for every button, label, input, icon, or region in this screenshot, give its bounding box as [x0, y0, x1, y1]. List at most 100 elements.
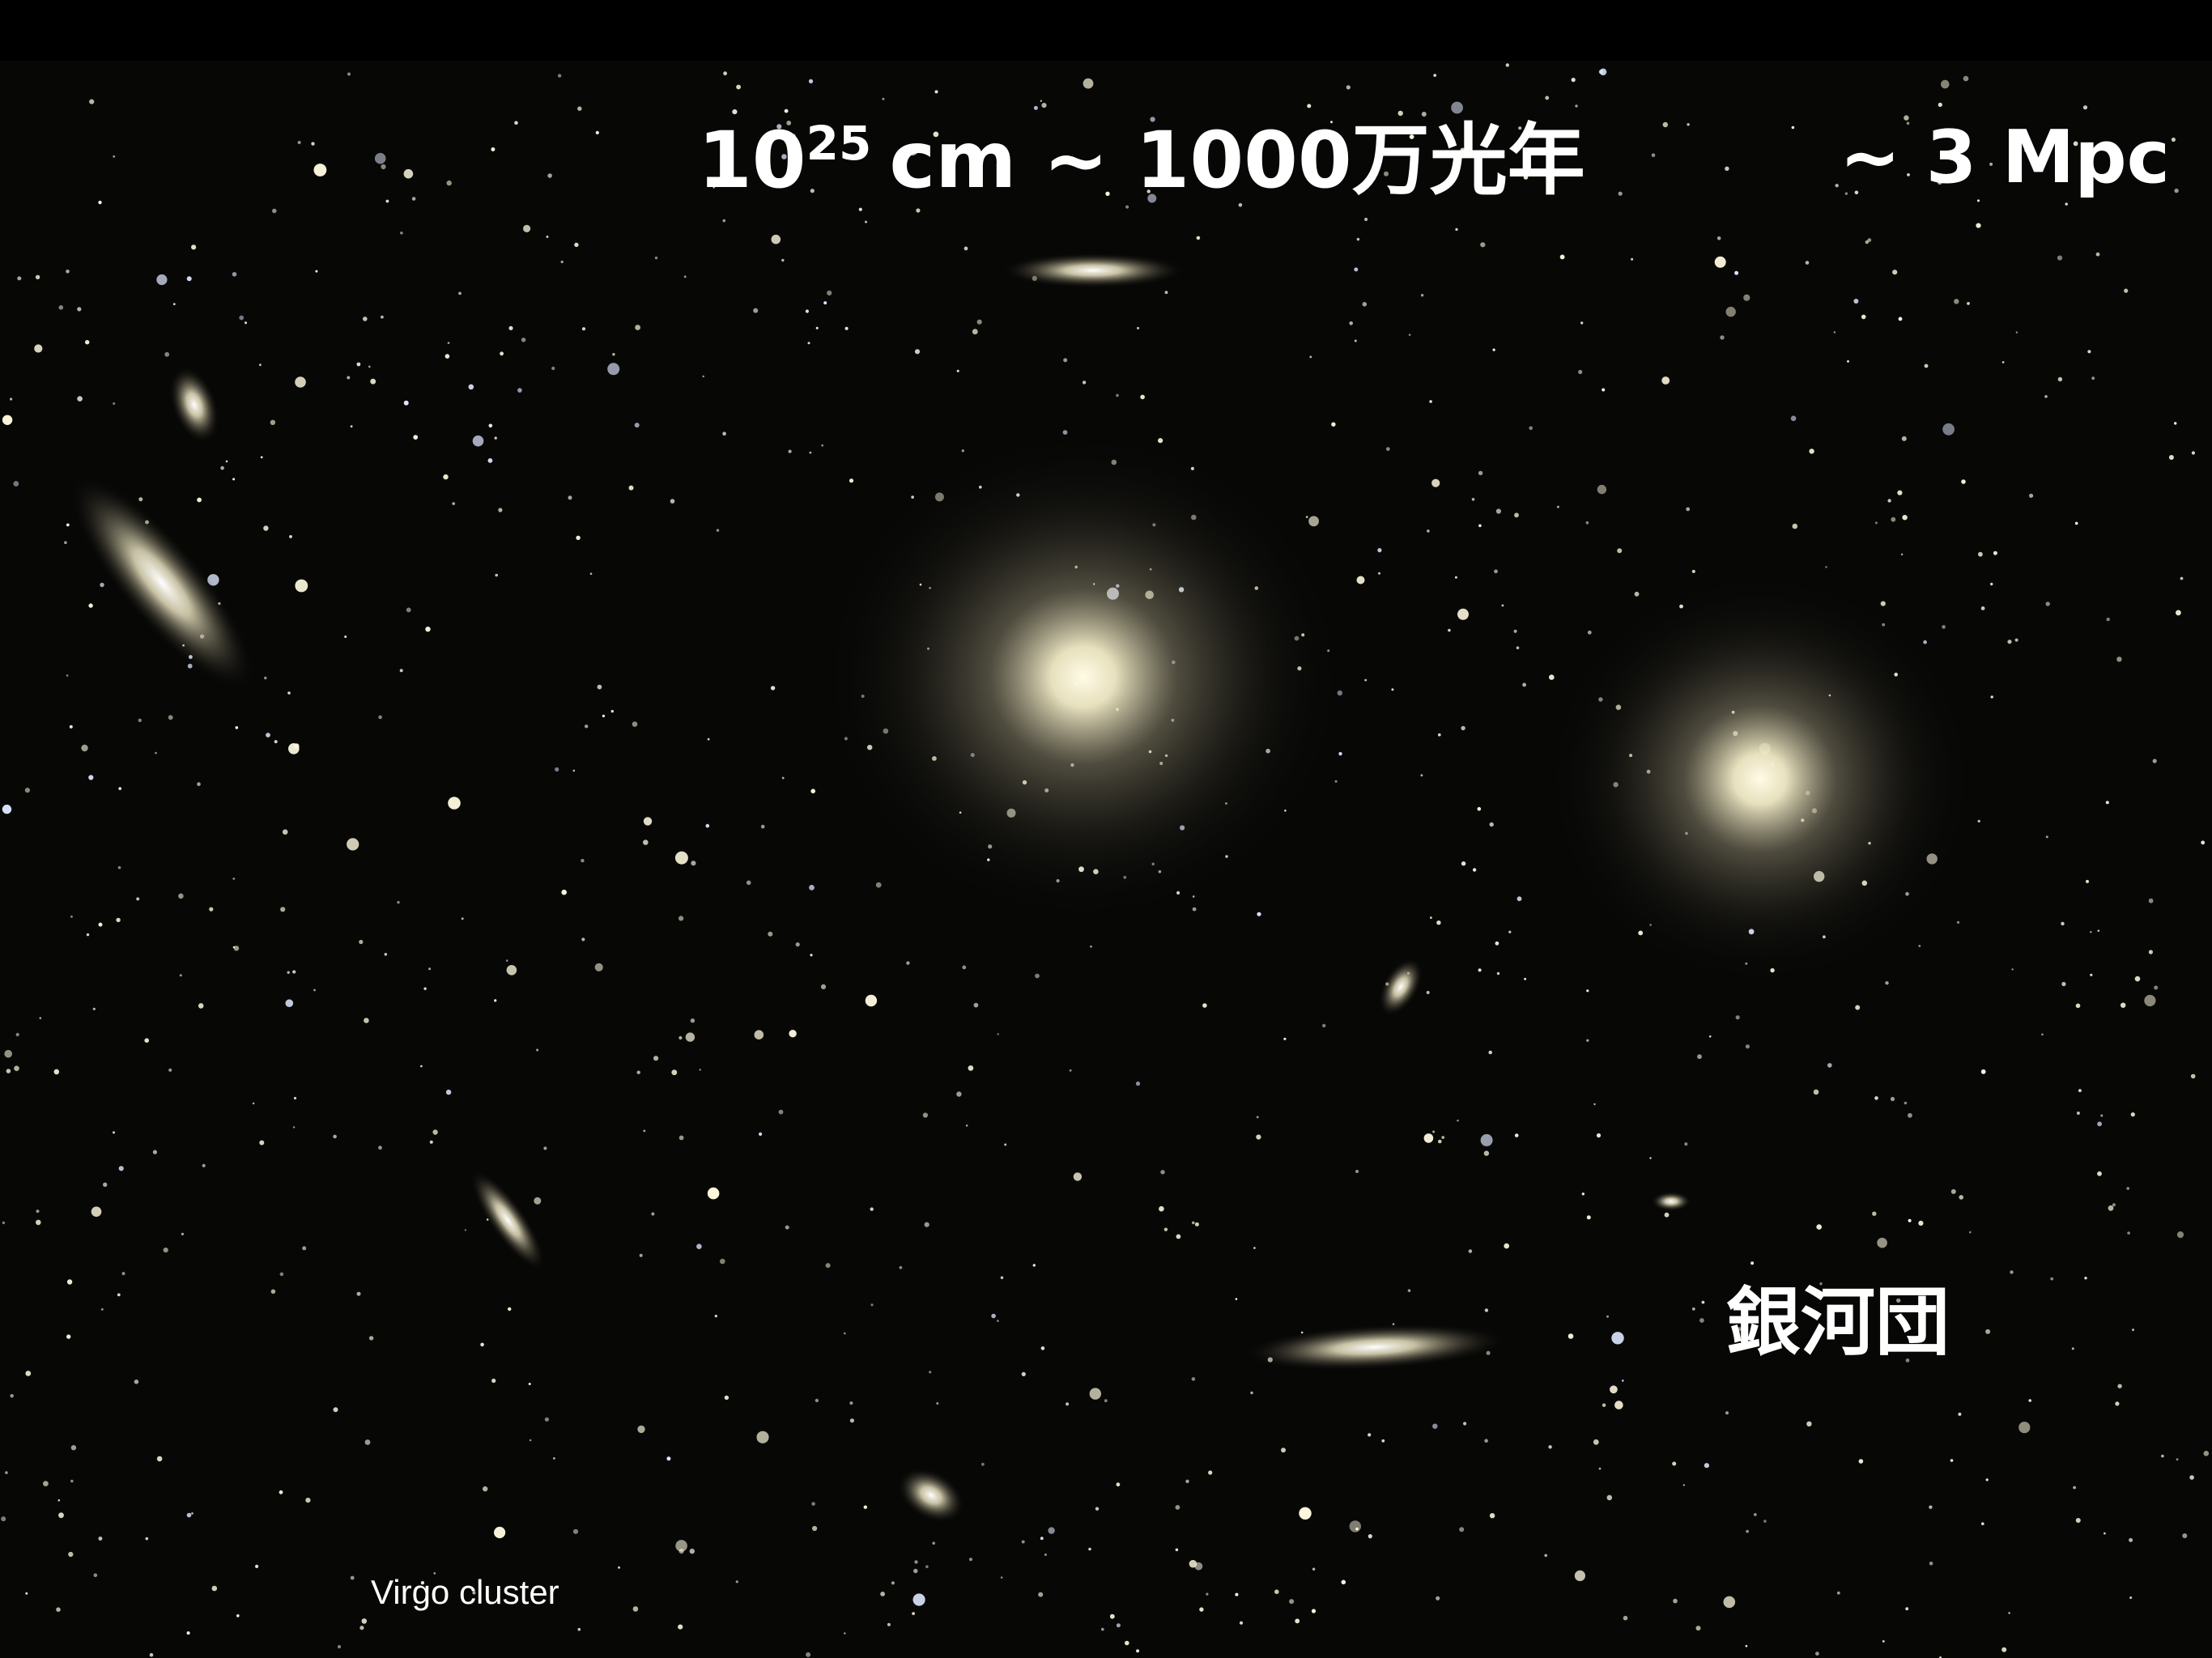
- star: [187, 1631, 190, 1635]
- star: [70, 1480, 74, 1483]
- star: [633, 1606, 639, 1612]
- star: [236, 1614, 240, 1618]
- star: [191, 244, 196, 249]
- star: [103, 1183, 107, 1187]
- star: [1806, 261, 1810, 265]
- star: [1908, 1219, 1912, 1222]
- star: [1891, 517, 1895, 522]
- star: [1497, 972, 1499, 975]
- star: [2154, 986, 2158, 990]
- star: [271, 1290, 276, 1295]
- galaxy: [1000, 253, 1186, 288]
- star: [2084, 1277, 2087, 1279]
- star: [1044, 1554, 1047, 1556]
- star: [2144, 995, 2155, 1006]
- star: [2061, 922, 2064, 925]
- star: [70, 725, 73, 729]
- star: [2, 415, 12, 425]
- star: [1461, 861, 1465, 865]
- star: [1815, 1652, 1819, 1656]
- star: [686, 1032, 695, 1041]
- star: [547, 173, 552, 178]
- star: [759, 1133, 762, 1136]
- star: [59, 305, 64, 310]
- star: [1364, 679, 1367, 682]
- star: [1408, 1289, 1411, 1292]
- star: [1451, 102, 1463, 114]
- star: [1652, 153, 1656, 157]
- star: [239, 316, 244, 321]
- star: [495, 436, 497, 439]
- star: [36, 275, 40, 279]
- star: [25, 1371, 31, 1376]
- star: [849, 478, 853, 483]
- star: [1368, 1433, 1371, 1436]
- star: [412, 197, 416, 201]
- star: [16, 1033, 19, 1036]
- star: [87, 933, 89, 936]
- star: [1041, 103, 1046, 108]
- star: [232, 272, 237, 277]
- star: [536, 1049, 538, 1052]
- star: [1066, 1402, 1069, 1405]
- star: [555, 767, 559, 772]
- star: [36, 1220, 41, 1226]
- star: [1635, 592, 1640, 597]
- star: [66, 674, 69, 677]
- star: [691, 861, 696, 865]
- star: [261, 456, 263, 458]
- star: [1990, 583, 1993, 585]
- star: [347, 838, 359, 850]
- star: [347, 376, 350, 380]
- star: [491, 147, 495, 151]
- star: [153, 1150, 157, 1154]
- star: [2077, 1112, 2080, 1115]
- star: [678, 916, 683, 920]
- star: [991, 1314, 996, 1319]
- star: [1918, 1221, 1923, 1226]
- star: [2, 1222, 5, 1224]
- star: [1954, 299, 1959, 304]
- star: [1381, 1439, 1385, 1443]
- star: [232, 478, 235, 480]
- star: [1350, 1520, 1361, 1532]
- star: [2129, 1596, 2132, 1599]
- star: [1672, 1462, 1676, 1466]
- star: [1070, 1069, 1072, 1072]
- star: [1485, 1308, 1488, 1312]
- star: [1607, 1495, 1613, 1501]
- star: [1159, 1206, 1164, 1212]
- star: [88, 603, 92, 607]
- star: [972, 329, 978, 334]
- star: [1692, 1307, 1695, 1311]
- star: [1473, 868, 1476, 871]
- star: [294, 743, 300, 749]
- star: [1295, 1618, 1300, 1623]
- star: [2108, 1205, 2114, 1211]
- star: [2065, 202, 2068, 205]
- star: [736, 1580, 738, 1583]
- star: [378, 716, 382, 720]
- star: [643, 1130, 645, 1133]
- star: [812, 1526, 817, 1531]
- star: [1814, 1090, 1819, 1095]
- star: [1378, 572, 1380, 575]
- star: [815, 1399, 819, 1402]
- title-base: 10: [698, 115, 806, 206]
- star: [1600, 69, 1607, 76]
- star: [93, 1008, 96, 1010]
- slide: 1025cm ~ 1000万光年 ~ 3 Mpc 銀河団 Virgo clust…: [0, 0, 2212, 1658]
- star: [181, 1233, 184, 1235]
- star: [1717, 236, 1721, 240]
- star: [1430, 916, 1432, 919]
- star: [381, 164, 385, 169]
- star: [789, 450, 792, 453]
- star: [2, 805, 11, 814]
- star: [98, 201, 101, 204]
- star: [2097, 1121, 2102, 1126]
- star: [6, 1069, 11, 1073]
- star: [715, 1315, 717, 1317]
- star: [653, 1056, 658, 1061]
- star: [1421, 774, 1423, 776]
- title-rest: cm ~ 1000万光年: [889, 115, 1585, 206]
